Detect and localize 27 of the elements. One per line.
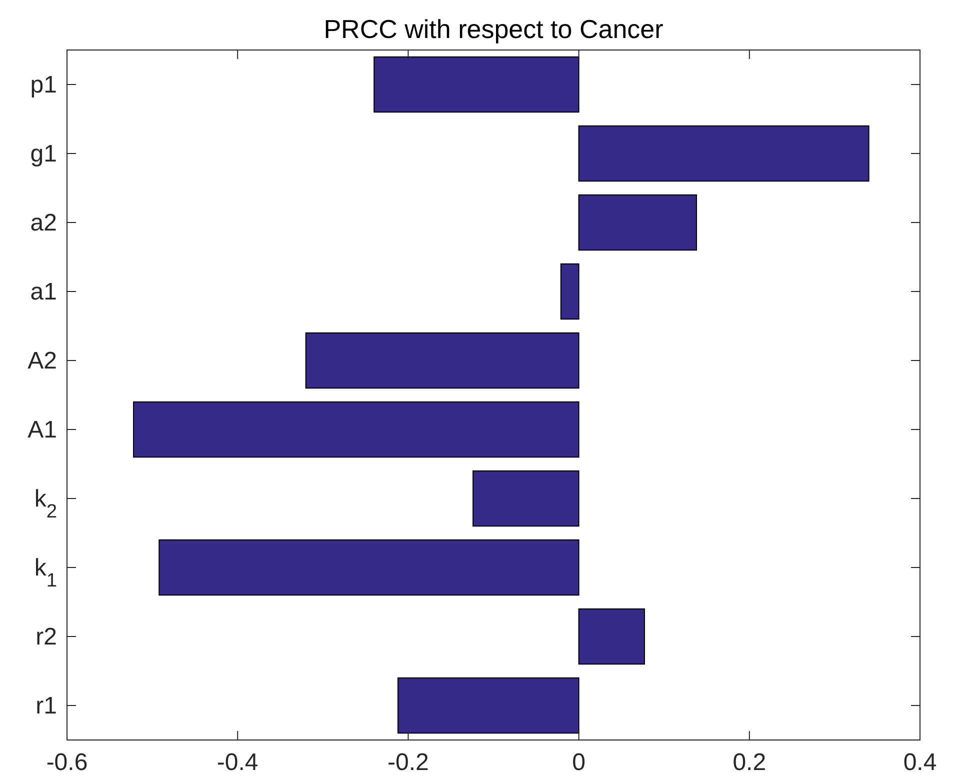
chart-title: PRCC with respect to Cancer [324, 14, 664, 44]
y-tick-label: A1 [28, 416, 57, 444]
y-tick-label: k$_{2}$ [34, 486, 57, 522]
bar [578, 608, 645, 665]
bar [578, 194, 698, 251]
x-tick-label: 0.2 [732, 749, 766, 776]
bar [397, 677, 580, 734]
bar [158, 539, 580, 596]
y-tick-label: g1 [30, 140, 57, 168]
bar [560, 263, 580, 320]
y-tick-label: a2 [30, 210, 57, 236]
bar [472, 470, 580, 527]
y-tick-label: r1 [36, 692, 57, 720]
y-tick-label: r2 [36, 624, 57, 650]
bar [133, 401, 580, 458]
bar [578, 125, 870, 182]
x-tick-label: 0.4 [903, 749, 937, 776]
bar [305, 332, 580, 389]
y-tick-label: k$_{1}$ [34, 554, 57, 591]
y-tick-label: p1 [30, 72, 57, 98]
x-tick-label: -0.2 [388, 749, 429, 776]
bar [374, 56, 580, 113]
x-tick-label: -0.4 [216, 749, 258, 776]
x-tick-label: -0.6 [46, 749, 88, 776]
y-tick-label: a1 [30, 278, 57, 306]
y-tick-label: A2 [28, 348, 57, 374]
x-tick-label: 0 [572, 749, 586, 776]
